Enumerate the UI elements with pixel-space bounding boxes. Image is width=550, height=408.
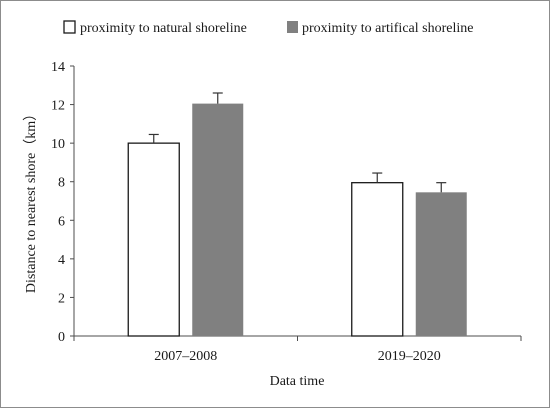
bar-natural-1	[127, 142, 180, 337]
y-tick-label: 4	[58, 253, 65, 268]
legend-swatch-natural	[63, 20, 76, 34]
y-tick-label: 2	[58, 291, 65, 306]
y-tick-label: 0	[58, 330, 65, 345]
legend-label-artificial: proximity to artifical shoreline	[302, 21, 473, 36]
x-axis-title: Data time	[270, 374, 325, 389]
bar-natural-2	[351, 182, 404, 337]
y-axis-title: Distance to nearest shore（km）	[23, 107, 39, 293]
legend: proximity to natural shoreline proximity…	[63, 20, 473, 36]
bar-artificial-1	[192, 103, 244, 336]
x-tick-label: 2007–2008	[154, 349, 217, 364]
bar-artificial-2	[415, 192, 467, 336]
y-tick-label: 10	[51, 137, 65, 152]
legend-swatch-artificial	[287, 21, 298, 33]
x-tick-label: 2019–2020	[378, 349, 441, 364]
y-tick-label: 6	[58, 214, 65, 229]
y-tick-label: 12	[51, 99, 65, 114]
legend-label-natural: proximity to natural shoreline	[80, 21, 247, 36]
bars	[127, 92, 467, 337]
y-tick-label: 8	[58, 176, 65, 191]
y-tick-label: 14	[51, 60, 65, 75]
